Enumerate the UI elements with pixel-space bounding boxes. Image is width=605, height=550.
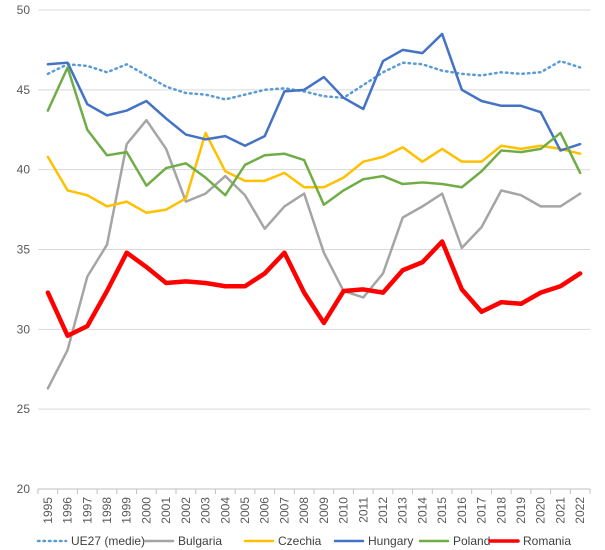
y-axis-ticks: 20 25 30 35 40 45 50 — [17, 3, 31, 496]
gridlines — [38, 9, 590, 410]
x-tick-label: 2017 — [475, 497, 489, 524]
x-tick-label: 2001 — [159, 497, 173, 524]
legend-label: Bulgaria — [178, 534, 222, 548]
x-tick-label: 2003 — [199, 497, 213, 524]
x-tick-label: 1998 — [100, 497, 114, 524]
x-tick-label: 2009 — [317, 497, 331, 524]
series-line-ue27-medie — [46, 59, 582, 101]
x-tick-label: 2022 — [573, 497, 587, 524]
legend-label: UE27 (medie) — [71, 534, 145, 548]
x-tick-label: 2021 — [553, 497, 567, 524]
x-tick-label: 2015 — [435, 497, 449, 524]
legend-label: Czechia — [278, 534, 322, 548]
x-tick-label: 1995 — [41, 497, 55, 524]
x-tick-label: 2019 — [514, 497, 528, 524]
x-tick-label: 2011 — [356, 497, 370, 523]
series-line-czechia — [46, 131, 582, 215]
y-tick-label: 30 — [17, 322, 31, 336]
series-line-bulgaria — [46, 118, 582, 390]
x-tick-label: 2004 — [218, 497, 232, 524]
x-tick-label: 2016 — [455, 497, 469, 524]
x-tick-label: 2010 — [337, 497, 351, 524]
x-tick-label: 2013 — [396, 497, 410, 524]
series-line-hungary — [46, 32, 582, 152]
y-tick-label: 40 — [17, 163, 31, 177]
x-tick-label: 1997 — [80, 497, 94, 524]
y-tick-label: 20 — [17, 482, 31, 496]
series-lines — [45, 32, 583, 390]
y-tick-label: 45 — [17, 83, 31, 97]
x-tick-label: 2005 — [238, 497, 252, 524]
legend-label: Hungary — [368, 534, 413, 548]
x-tick-label: 1996 — [61, 497, 75, 524]
legend-label: Romania — [523, 534, 571, 548]
y-tick-label: 25 — [17, 402, 31, 416]
x-tick-label: 2012 — [376, 497, 390, 524]
x-axis-ticks: 1995 1996 1997 1998 1999 2000 2001 2002 2003 2004… — [37, 489, 591, 524]
x-tick-label: 2018 — [494, 497, 508, 524]
x-tick-label: 2008 — [297, 497, 311, 524]
x-tick-label: 2002 — [179, 497, 193, 524]
y-tick-label: 35 — [17, 243, 31, 257]
series-line-romania — [45, 239, 583, 338]
x-tick-label: 1999 — [120, 497, 134, 524]
x-tick-label: 2006 — [258, 497, 272, 524]
x-tick-label: 2007 — [277, 497, 291, 524]
x-tick-label: 2000 — [139, 497, 153, 524]
legend: UE27 (medie) Bulgaria Czechia Hungary Poland… — [36, 534, 571, 548]
y-tick-label: 50 — [17, 3, 31, 17]
series-line-poland — [46, 66, 582, 207]
legend-label: Poland — [453, 534, 490, 548]
x-tick-label: 2014 — [415, 497, 429, 524]
x-tick-label: 2020 — [534, 497, 548, 524]
